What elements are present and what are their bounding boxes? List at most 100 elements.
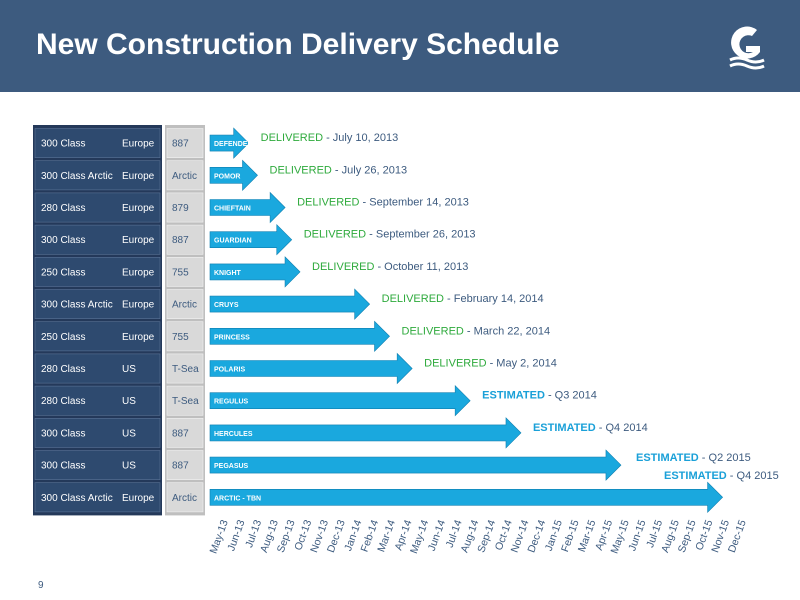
hull-cell xyxy=(166,482,204,513)
vessel-label: POMOR xyxy=(214,173,240,180)
class-label: 300 Class xyxy=(41,139,85,150)
hull-label: 755 xyxy=(172,332,189,343)
class-cell xyxy=(34,482,161,513)
class-cell xyxy=(34,128,161,159)
region-label: Europe xyxy=(122,332,155,343)
header-bar xyxy=(0,0,800,92)
status-date: - Q3 2014 xyxy=(545,390,597,402)
vessel-label: CHIEFTAIN xyxy=(214,206,251,213)
class-label: 300 Class Arctic xyxy=(41,493,113,504)
class-cell xyxy=(34,417,161,448)
region-label: US xyxy=(122,364,136,375)
status-date: - September 14, 2013 xyxy=(359,197,468,209)
hull-label: 887 xyxy=(172,139,189,150)
class-cell xyxy=(34,321,161,352)
class-cell xyxy=(34,160,161,191)
hull-label: T-Sea xyxy=(172,396,199,407)
vessel-label: HERCULES xyxy=(214,431,253,438)
class-cell xyxy=(34,256,161,287)
class-cell xyxy=(34,289,161,320)
delivery-arrow xyxy=(209,223,293,256)
status-date: - October 11, 2013 xyxy=(374,261,468,273)
class-cell xyxy=(34,192,161,223)
region-label: Europe xyxy=(122,171,155,182)
status-word: ESTIMATED xyxy=(533,422,596,434)
status-word: DELIVERED xyxy=(304,229,366,241)
status-date: - September 26, 2013 xyxy=(366,229,475,241)
vessel-label: GUARDIAN xyxy=(214,238,252,245)
status-label: DELIVERED - February 14, 2014 xyxy=(382,293,544,305)
vessel-label: CRUYS xyxy=(214,302,239,309)
hull-label: 887 xyxy=(172,461,189,472)
hull-cell xyxy=(166,450,204,481)
status-label: DELIVERED - October 11, 2013 xyxy=(312,261,468,273)
hull-label: T-Sea xyxy=(172,364,199,375)
hull-cell xyxy=(166,192,204,223)
class-label: 280 Class xyxy=(41,203,85,214)
status-word: DELIVERED xyxy=(261,132,323,144)
hull-cell xyxy=(166,289,204,320)
vessel-label: KNIGHT xyxy=(214,270,242,277)
class-label: 300 Class xyxy=(41,428,85,439)
status-word: DELIVERED xyxy=(270,164,332,176)
delivery-arrow xyxy=(209,256,301,288)
vessel-label: DEFENDER xyxy=(214,141,253,148)
status-word: ESTIMATED xyxy=(482,390,545,402)
delivery-arrow xyxy=(209,320,390,353)
hull-cell xyxy=(166,417,204,448)
status-word: DELIVERED xyxy=(312,261,374,273)
region-label: Europe xyxy=(122,493,155,504)
company-logo-icon xyxy=(729,26,765,70)
class-cell xyxy=(34,353,161,384)
class-cell xyxy=(34,224,161,255)
status-date: - July 10, 2013 xyxy=(323,132,398,144)
status-word: DELIVERED xyxy=(424,358,486,370)
delivery-arrow xyxy=(209,191,286,224)
class-label: 300 Class xyxy=(41,461,85,472)
class-label: 280 Class xyxy=(41,364,85,375)
hull-cell xyxy=(166,128,204,159)
class-cell xyxy=(34,450,161,481)
hull-cell xyxy=(166,321,204,352)
status-date: - February 14, 2014 xyxy=(444,293,544,305)
vessel-label: PRINCESS xyxy=(214,334,250,341)
delivery-arrow xyxy=(209,417,522,449)
status-label: ESTIMATED - Q3 2014 xyxy=(482,390,597,402)
hull-cell xyxy=(166,385,204,416)
delivery-arrow xyxy=(209,288,371,320)
status-label: DELIVERED - September 14, 2013 xyxy=(297,197,469,209)
class-label: 300 Class Arctic xyxy=(41,171,113,182)
region-label: Europe xyxy=(122,300,155,311)
status-date: - May 2, 2014 xyxy=(487,358,557,370)
hull-label: Arctic xyxy=(172,171,197,182)
hull-label: 887 xyxy=(172,428,189,439)
class-label: 300 Class xyxy=(41,235,85,246)
vessel-label: POLARIS xyxy=(214,367,245,374)
region-label: Europe xyxy=(122,139,155,150)
status-date: - Q4 2015 xyxy=(727,470,779,482)
status-label: ESTIMATED - Q4 2014 xyxy=(533,422,648,434)
status-label: DELIVERED - March 22, 2014 xyxy=(402,325,551,337)
hull-cell xyxy=(166,224,204,255)
status-word: DELIVERED xyxy=(297,197,359,209)
status-word: ESTIMATED xyxy=(636,452,699,464)
region-label: Europe xyxy=(122,267,155,278)
status-word: ESTIMATED xyxy=(664,470,727,482)
vessel-label: REGULUS xyxy=(214,399,249,406)
region-label: Europe xyxy=(122,235,155,246)
region-label: US xyxy=(122,428,136,439)
status-label: DELIVERED - July 26, 2013 xyxy=(270,164,408,176)
delivery-arrow xyxy=(209,159,258,192)
status-date: - Q2 2015 xyxy=(699,452,751,464)
region-label: Europe xyxy=(122,203,155,214)
vessel-label: ARCTIC - TBN xyxy=(214,495,261,502)
class-cell xyxy=(34,385,161,416)
status-word: DELIVERED xyxy=(402,325,464,337)
delivery-arrow xyxy=(209,481,724,514)
hull-label: 755 xyxy=(172,267,189,278)
hull-label: 879 xyxy=(172,203,189,214)
page-title: New Construction Delivery Schedule xyxy=(36,28,560,61)
hull-label: Arctic xyxy=(172,493,197,504)
page-number: 9 xyxy=(38,580,44,591)
status-date: - March 22, 2014 xyxy=(464,325,550,337)
